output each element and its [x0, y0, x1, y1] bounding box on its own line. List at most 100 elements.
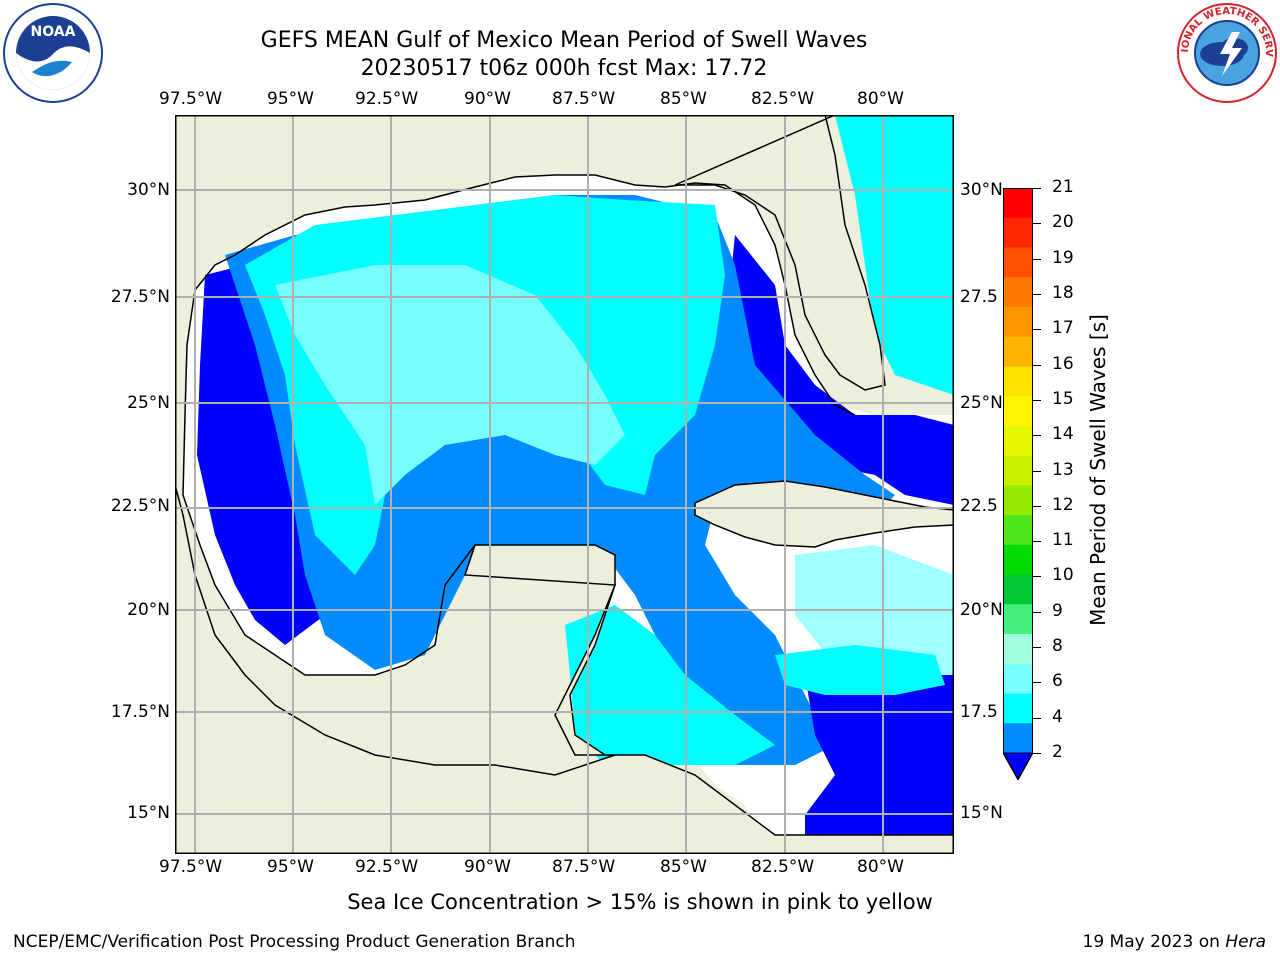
lon-label-top: 82.5°W [751, 89, 815, 109]
lon-label-top: 85°W [660, 89, 707, 109]
colorbar-tick-mark [1033, 717, 1041, 719]
colorbar-tick-label: 21 [1052, 177, 1074, 197]
colorbar-tick-label: 6 [1052, 671, 1063, 692]
colorbar-frame [1003, 188, 1033, 780]
lat-label-left: 30°N [127, 180, 170, 200]
colorbar-segment [1003, 336, 1033, 367]
colorbar-segment [1003, 485, 1033, 516]
date-host: Hera [1225, 932, 1266, 952]
chart-title: GEFS MEAN Gulf of Mexico Mean Period of … [260, 28, 868, 53]
colorbar-segment [1003, 188, 1033, 219]
colorbar-segment [1003, 396, 1033, 427]
colorbar-tick-mark [1033, 399, 1041, 401]
lon-label-bottom: 95°W [267, 857, 314, 877]
lon-label-bottom: 97.5°W [159, 857, 223, 877]
colorbar-segment [1003, 306, 1033, 338]
chart-subtitle: 20230517 t06z 000h fcst Max: 17.72 [360, 56, 768, 81]
colorbar-tick-label: 8 [1052, 636, 1063, 657]
colorbar-under-arrow [1003, 752, 1033, 780]
lat-label-left: 22.5°N [110, 496, 170, 516]
swell-2-4-caribbean [805, 645, 954, 854]
swell-2-4-east [725, 235, 954, 505]
lon-label-top: 87.5°W [552, 89, 616, 109]
colorbar-segment [1003, 663, 1033, 695]
date-prefix: 19 May 2023 on [1082, 932, 1226, 952]
credit-text: NCEP/EMC/Verification Post Processing Pr… [13, 932, 576, 952]
colorbar-tick-mark [1033, 470, 1041, 472]
gulf-of-mexico-map [175, 115, 954, 854]
lon-label-top: 92.5°W [355, 89, 419, 109]
noaa-logo-text: NOAA [31, 24, 76, 40]
colorbar-tick-mark [1033, 435, 1041, 437]
colorbar-segment [1003, 544, 1033, 576]
lon-label-top: 97.5°W [159, 89, 223, 109]
lat-label-right: 27.5 [960, 287, 998, 307]
colorbar-segment [1003, 366, 1033, 397]
colorbar-tick-mark [1033, 682, 1041, 684]
colorbar-segment [1003, 277, 1033, 308]
lon-label-bottom: 82.5°W [751, 857, 815, 877]
colorbar-segment [1003, 693, 1033, 724]
colorbar-tick-mark [1033, 258, 1041, 260]
colorbar-tick-mark [1033, 576, 1041, 578]
colorbar-segment [1003, 634, 1033, 665]
colorbar-segment [1003, 217, 1033, 248]
lat-label-left: 27.5°N [110, 287, 170, 307]
lon-label-top: 95°W [267, 89, 314, 109]
lon-label-bottom: 90°W [464, 857, 511, 877]
mexico-coastline [182, 289, 476, 676]
swell-atlantic [835, 115, 954, 395]
lat-label-right: 20°N [960, 600, 1003, 620]
lat-label-left: 25°N [127, 393, 170, 413]
lat-label-left: 20°N [127, 600, 170, 620]
colorbar-tick-mark [1033, 293, 1041, 295]
date-text: 19 May 2023 on Hera [1083, 932, 1267, 952]
lon-label-bottom: 87.5°W [552, 857, 616, 877]
colorbar-tick-mark [1033, 223, 1041, 225]
colorbar-segment [1003, 604, 1033, 635]
colorbar-tick-label: 4 [1052, 706, 1063, 727]
lon-label-bottom: 85°W [660, 857, 707, 877]
colorbar-tick-mark [1033, 611, 1041, 613]
colorbar-tick-mark [1033, 541, 1041, 543]
sea-ice-note: Sea Ice Concentration > 15% is shown in … [347, 890, 933, 914]
lat-label-left: 15°N [127, 803, 170, 823]
colorbar-segment [1003, 455, 1033, 486]
lat-label-right: 15°N [960, 803, 1003, 823]
lon-label-bottom: 92.5°W [355, 857, 419, 877]
colorbar-tick-label: 19 [1052, 247, 1074, 268]
colorbar-tick-mark [1033, 329, 1041, 331]
mexico-land [175, 484, 954, 854]
lon-label-top: 90°W [464, 89, 511, 109]
colorbar-tick-label: 12 [1052, 494, 1074, 515]
colorbar-segment [1003, 515, 1033, 546]
nws-logo: NATIONAL WEATHER SERVICE [1176, 2, 1277, 103]
lat-label-right: 17.5 [960, 702, 998, 722]
swell-6-8-caribbean [775, 645, 945, 695]
colorbar-tick-label: 16 [1052, 353, 1074, 374]
colorbar-tick-label: 11 [1052, 530, 1074, 551]
colorbar-segment [1003, 574, 1033, 605]
colorbar-tick-mark [1033, 753, 1041, 754]
colorbar-tick-label: 13 [1052, 459, 1074, 480]
colorbar-tick-mark [1033, 188, 1041, 189]
us-gulf-coastline [194, 174, 856, 416]
lon-label-top: 80°W [857, 89, 904, 109]
swell-8-9-center [275, 265, 625, 505]
swell-6-8-yucatan [565, 605, 775, 765]
colorbar-tick-mark [1033, 505, 1041, 507]
lon-label-bottom: 80°W [857, 857, 904, 877]
colorbar-tick-label: 9 [1052, 600, 1063, 621]
colorbar-tick-mark [1033, 364, 1041, 366]
colorbar-segment [1003, 723, 1033, 754]
colorbar-tick-mark [1033, 647, 1041, 649]
colorbar-tick-label: 18 [1052, 282, 1074, 303]
colorbar-tick-label: 2 [1052, 742, 1063, 762]
lat-label-right: 22.5 [960, 496, 998, 516]
colorbar-segment [1003, 247, 1033, 278]
florida-land [674, 115, 954, 391]
colorbar-tick-label: 15 [1052, 388, 1074, 409]
lat-label-right: 30°N [960, 180, 1003, 200]
colorbar-tick-label: 20 [1052, 212, 1074, 233]
colorbar-tick-label: 14 [1052, 424, 1074, 445]
